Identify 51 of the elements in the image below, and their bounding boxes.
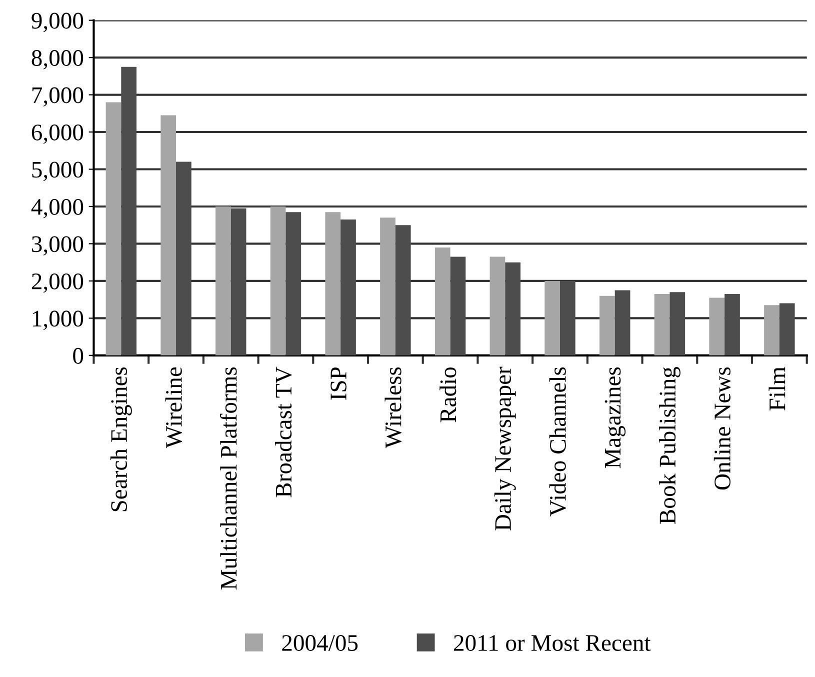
y-tick-label: 4,000	[31, 198, 84, 218]
bar	[779, 303, 795, 356]
bar	[121, 66, 137, 356]
bar	[340, 220, 356, 356]
bar	[434, 247, 450, 356]
y-tick-label: 0	[73, 348, 84, 364]
x-tick-label: Book Publishing	[658, 366, 680, 524]
y-tick-label: 6,000	[32, 124, 84, 144]
x-tick-label: Online News	[714, 367, 730, 490]
bar	[654, 294, 670, 356]
bar	[544, 280, 560, 356]
bar	[560, 280, 576, 356]
y-tick-label: 1,000	[32, 310, 84, 330]
y-tick-label: 2,000	[32, 273, 84, 293]
x-tick-label: Search Engines	[110, 367, 132, 512]
bar	[106, 102, 122, 356]
bar	[176, 162, 192, 356]
bar	[450, 256, 466, 356]
bar	[709, 298, 725, 356]
x-tick-label: Video Channels	[549, 367, 566, 516]
x-tick-label: Broadcast TV	[275, 366, 292, 498]
x-tick-label: Radio	[440, 367, 456, 422]
legend-label: 2004/05	[282, 635, 358, 651]
x-tick-label: Film	[768, 366, 786, 410]
x-tick-label: ISP	[330, 367, 346, 400]
x-tick-label: Wireless	[384, 367, 402, 448]
bar	[670, 292, 686, 356]
legend-label: 2011 or Most Recent	[454, 635, 651, 651]
bar	[724, 294, 740, 356]
bar	[230, 208, 246, 356]
bar	[505, 262, 521, 356]
bar	[380, 218, 396, 356]
bar	[599, 296, 615, 356]
y-tick-label: 3,000	[32, 236, 84, 256]
bar	[490, 256, 506, 356]
x-tick-label: Wireline	[165, 367, 182, 448]
bar	[270, 206, 286, 356]
bar	[160, 115, 176, 356]
bar	[764, 305, 780, 356]
bar	[325, 212, 341, 356]
y-tick-label: 9,000	[32, 12, 84, 32]
x-tick-label: Multichannel Platforms	[220, 367, 237, 590]
y-tick-label: 5,000	[32, 162, 84, 182]
y-tick-label: 7,000	[32, 87, 84, 107]
bar	[614, 290, 630, 356]
x-tick-label: Magazines	[604, 367, 626, 468]
bar	[286, 212, 302, 356]
bar	[395, 225, 411, 356]
x-tick-label: Daily Newspaper	[494, 366, 516, 530]
bar	[216, 206, 231, 356]
y-tick-label: 8,000	[32, 50, 84, 70]
